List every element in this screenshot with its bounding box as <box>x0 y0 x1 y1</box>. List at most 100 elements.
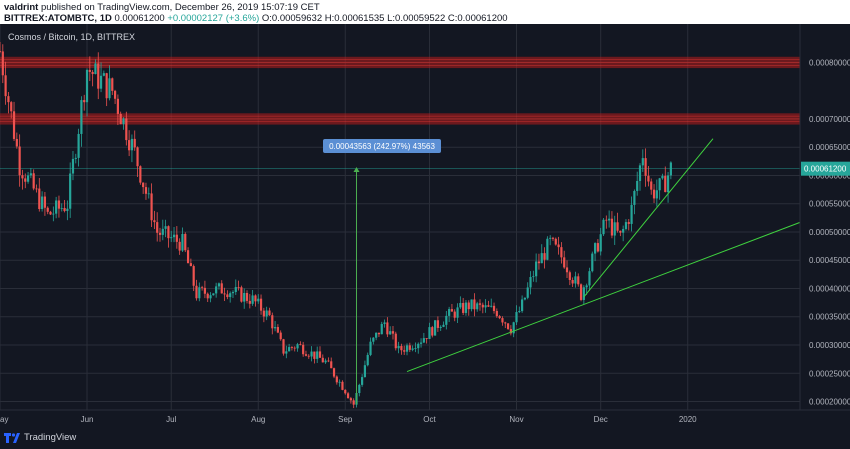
candle-body <box>35 188 38 190</box>
candle-body <box>464 302 468 313</box>
candle-body <box>341 381 344 390</box>
tradingview-logo-icon <box>4 432 20 443</box>
candle-body <box>478 303 482 305</box>
candle-body <box>147 193 150 195</box>
candle-body <box>85 69 89 103</box>
candle-body <box>1 51 4 76</box>
candle-body <box>349 398 352 401</box>
candle-body <box>217 283 221 287</box>
candle-body <box>608 218 611 221</box>
candle-body <box>273 327 277 329</box>
candle-body <box>69 173 72 209</box>
candle-body <box>240 287 243 302</box>
low-value: 0.00059522 <box>395 13 446 24</box>
candle-body <box>602 219 605 235</box>
candle-body <box>596 243 599 252</box>
candle-body <box>293 347 296 349</box>
candle-body <box>136 147 139 167</box>
candle-body <box>490 305 493 307</box>
candle-body <box>487 305 490 307</box>
candle-body <box>391 331 395 334</box>
candle-body <box>310 351 313 357</box>
candle-body <box>38 188 41 210</box>
candle-body <box>288 347 291 352</box>
candle-body <box>523 297 527 300</box>
candle-body <box>99 75 103 89</box>
candle-body <box>459 302 462 308</box>
candle-body <box>189 263 192 267</box>
candle-body <box>302 344 305 355</box>
candle-body <box>203 287 207 294</box>
author-name[interactable]: valdrint <box>4 2 39 13</box>
ohlc-line: BITTREX:ATOMBTC, 1D 0.00061200 +0.000021… <box>4 13 508 24</box>
candle-body <box>299 344 302 345</box>
candle-body <box>599 234 602 252</box>
x-tick-label: Oct <box>423 415 436 424</box>
candle-body <box>116 98 119 114</box>
candle-body <box>234 287 237 293</box>
candle-body <box>453 311 456 318</box>
candle-body <box>43 196 47 208</box>
last-price: 0.00061200 <box>114 13 165 24</box>
candle-body <box>304 354 308 356</box>
candle-body <box>394 333 397 349</box>
current-price-label-box <box>801 161 850 176</box>
trendline[interactable] <box>406 221 801 373</box>
price-chart[interactable]: 0.00043563 (242.97%) 43563 0.000200000.0… <box>0 24 850 429</box>
candle-body <box>153 220 156 223</box>
candle-body <box>335 376 338 383</box>
candle-body <box>344 389 347 394</box>
tradingview-brand[interactable]: TradingView <box>4 432 76 443</box>
candle-body <box>456 307 459 318</box>
candle-body <box>66 208 69 212</box>
x-tick-label: Dec <box>594 415 608 424</box>
published-line: valdrint published on TradingView.com, D… <box>4 2 320 13</box>
candle-body <box>405 345 409 352</box>
candle-body <box>254 295 257 302</box>
candle-body <box>206 293 209 299</box>
candle-body <box>265 310 268 317</box>
candle-body <box>375 332 378 338</box>
candle-body <box>551 237 555 239</box>
candle-body <box>411 348 414 350</box>
candle-body <box>29 173 32 176</box>
candle-body <box>279 332 282 340</box>
candle-body <box>0 51 2 52</box>
time-axis[interactable]: ay Jun Jul Aug Sep Oct Nov Dec 2020 <box>0 409 850 424</box>
trendline[interactable] <box>583 138 714 298</box>
candle-body <box>521 299 524 312</box>
candle-body <box>10 102 13 112</box>
candle-body <box>622 228 625 233</box>
candle-body <box>658 178 661 191</box>
candle-body <box>610 218 614 236</box>
candle-body <box>363 365 367 378</box>
candle-body <box>46 207 49 212</box>
candle-body <box>21 175 24 179</box>
candle-body <box>529 277 532 288</box>
candle-body <box>113 90 117 99</box>
candle-body <box>579 284 583 300</box>
candle-body <box>229 293 232 298</box>
candle-body <box>633 190 636 205</box>
candle-body <box>647 175 650 182</box>
y-tick-label: 0.00065000 <box>809 143 850 152</box>
candle-body <box>414 348 417 349</box>
candle-body <box>563 257 566 268</box>
x-tick-label: Sep <box>338 415 353 424</box>
candle-body <box>462 302 465 313</box>
candle-body <box>184 233 187 251</box>
chart-title: Cosmos / Bitcoin, 1D, BITTREX <box>8 32 135 42</box>
open-label: O: <box>261 13 272 24</box>
y-tick-label: 0.00045000 <box>809 256 850 265</box>
candle-body <box>546 238 549 260</box>
candle-body <box>417 343 420 349</box>
candle-body <box>543 253 546 260</box>
candle-body <box>358 384 361 394</box>
candle-body <box>492 305 496 311</box>
candle-body <box>638 165 642 181</box>
price-axis[interactable]: 0.00020000 0.00025000 0.00030000 0.00035000… <box>799 24 850 410</box>
candle-body <box>636 180 639 191</box>
candle-body <box>433 320 437 336</box>
candle-body <box>94 63 97 75</box>
high-value: 0.00061535 <box>334 13 385 24</box>
